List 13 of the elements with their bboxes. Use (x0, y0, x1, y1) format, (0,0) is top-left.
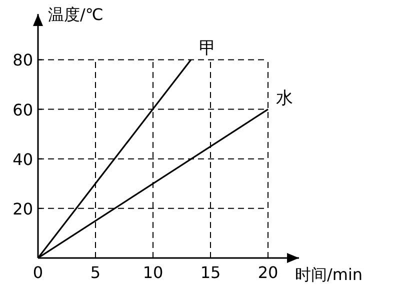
x-tick-label: 15 (200, 263, 221, 282)
series-label: 甲 (198, 38, 216, 59)
x-tick-label: 5 (90, 263, 101, 282)
x-tick-label: 10 (142, 263, 164, 282)
y-axis-title: 温度/℃ (48, 5, 104, 24)
y-tick-label: 20 (12, 199, 33, 218)
y-tick-label: 60 (12, 100, 33, 120)
y-tick-label: 40 (12, 150, 33, 169)
x-tick-label: 20 (258, 263, 278, 282)
x-tick-label: 0 (32, 263, 44, 282)
y-tick-label: 80 (12, 50, 33, 70)
series-label: 水 (276, 88, 293, 108)
x-axis-title: 时间/min (295, 265, 363, 284)
